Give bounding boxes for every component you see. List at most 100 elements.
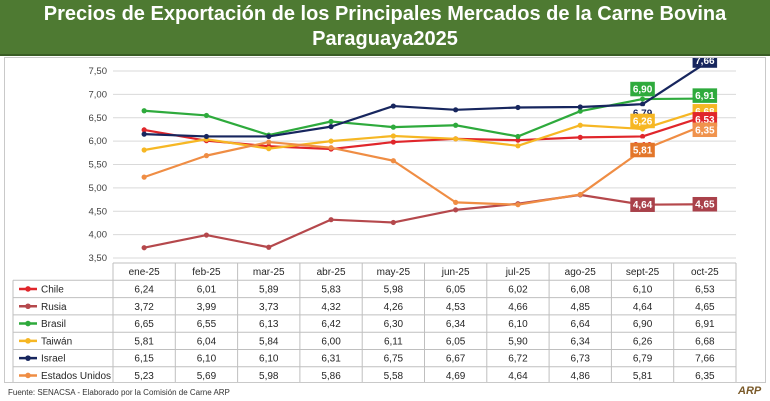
legend-label: Taiwán <box>41 336 72 347</box>
table-cell-value: 5,83 <box>321 284 341 295</box>
data-callout-box <box>692 58 718 68</box>
table-cell-value: 6,10 <box>633 284 653 295</box>
table-cell-value: 4,86 <box>571 371 591 382</box>
table-cell-value: 6,08 <box>571 284 591 295</box>
data-point <box>141 127 147 133</box>
table-cell-value: 4,26 <box>384 302 404 313</box>
table-cell-value: 5,23 <box>134 371 154 382</box>
data-point <box>390 103 396 109</box>
data-callout-box <box>630 113 655 129</box>
table-cell-value: 5,86 <box>321 371 341 382</box>
data-point <box>453 199 459 205</box>
data-callout-label: 4,64 <box>633 200 653 211</box>
table-cell-value: 6,30 <box>384 319 404 330</box>
legend-label: Israel <box>41 354 65 365</box>
data-point <box>515 133 521 140</box>
table-cell-value: 5,89 <box>259 284 279 295</box>
table-cell-value: 6,34 <box>571 336 591 347</box>
x-category-label: sept-25 <box>626 267 660 278</box>
data-point <box>577 134 583 140</box>
x-category-label: abr-25 <box>317 267 346 278</box>
data-callout-box <box>630 197 655 212</box>
table-cell-value: 6,04 <box>197 336 217 347</box>
table-cell-value: 6,26 <box>633 336 653 347</box>
table-cell-value: 3,72 <box>134 302 154 313</box>
data-point <box>515 202 521 208</box>
legend-key-marker <box>25 372 31 379</box>
data-point <box>453 107 459 113</box>
legend-key-marker <box>25 338 31 344</box>
series-line-israel <box>144 62 706 138</box>
table-cell-value: 6,75 <box>384 354 404 365</box>
table-cell-value: 6,10 <box>508 319 528 330</box>
data-point <box>266 133 272 140</box>
source-footer: Fuente: SENACSA - Elaborado por la Comis… <box>8 388 230 397</box>
arp-logo: ARP <box>738 385 762 397</box>
table-cell-value: 6,15 <box>134 354 154 365</box>
table-cell-value: 5,84 <box>259 336 279 347</box>
legend-label: Chile <box>41 284 64 295</box>
table-cell-value: 4,65 <box>695 302 715 313</box>
series-line-taiwán <box>143 108 706 152</box>
data-callout-label: 6,91 <box>695 91 715 102</box>
table-cell-value: 4,85 <box>571 302 591 313</box>
data-point <box>390 219 396 226</box>
data-point <box>515 143 521 149</box>
data-point <box>390 133 396 139</box>
data-point <box>328 124 334 130</box>
table-cell-value: 6,67 <box>446 354 466 365</box>
chart-title-line-2: Paraguaya2025 <box>312 28 458 50</box>
table-cell-value: 4,64 <box>633 302 653 313</box>
y-tick-label: 3,50 <box>89 253 108 264</box>
table-cell-value: 6,01 <box>197 284 217 295</box>
table-cell-value: 4,64 <box>508 371 528 382</box>
x-category-label: ago-25 <box>565 267 597 278</box>
table-cell-value: 6,31 <box>321 354 341 365</box>
series-line-rusia <box>143 193 705 249</box>
data-point <box>577 104 583 110</box>
table-cell-value: 6,91 <box>695 319 715 330</box>
table-cell-value: 6,34 <box>446 319 466 330</box>
y-tick-label: 6,50 <box>89 113 108 124</box>
data-point <box>266 244 272 250</box>
table-cell-value: 5,90 <box>508 336 528 347</box>
legend-key-marker <box>25 303 31 310</box>
x-category-label: mar-25 <box>253 267 285 278</box>
data-point <box>453 136 459 142</box>
data-point <box>203 232 210 238</box>
y-tick-label: 4,50 <box>89 206 108 217</box>
legend-key-marker <box>25 286 31 292</box>
data-callout-label: 4,65 <box>695 200 715 211</box>
y-tick-label: 7,50 <box>89 66 108 77</box>
data-point <box>328 118 334 125</box>
x-category-label: ene-25 <box>129 267 161 278</box>
data-point <box>639 101 646 107</box>
table-cell-value: 6,42 <box>321 319 341 330</box>
table-cell-value: 6,24 <box>134 284 154 295</box>
table-cell-value: 4,66 <box>508 302 528 313</box>
table-cell-value: 6,10 <box>259 354 279 365</box>
data-point <box>203 153 210 159</box>
data-point <box>453 122 459 128</box>
data-point <box>328 145 334 151</box>
table-cell-value: 6,72 <box>508 354 528 365</box>
table-cell-value: 6,65 <box>134 319 154 330</box>
chart-title-line-1: Precios de Exportación de los Principale… <box>43 3 727 25</box>
data-callout-box <box>692 88 718 103</box>
data-callout-label: 6,35 <box>695 125 715 136</box>
chart-area: 7,50 7,00 6,50 6,00 5,50 5,00 4,50 4,00 3,50 ene-… <box>4 57 766 383</box>
data-point <box>577 191 583 198</box>
data-point <box>328 217 334 223</box>
y-tick-label: 5,50 <box>89 160 108 171</box>
data-callout-label: 6,53 <box>695 115 715 126</box>
x-category-label: oct-25 <box>691 267 719 278</box>
table-cell-value: 6,55 <box>197 319 217 330</box>
data-point <box>141 147 147 153</box>
data-callout-label: 6,26 <box>633 116 653 127</box>
table-cell-value: 5,98 <box>259 371 279 382</box>
table-cell-value: 6,11 <box>384 336 403 347</box>
table-cell-value: 6,64 <box>571 319 591 330</box>
data-point <box>203 133 210 140</box>
table-cell-value: 6,73 <box>571 354 591 365</box>
data-callout-label: 7,66 <box>695 58 715 67</box>
